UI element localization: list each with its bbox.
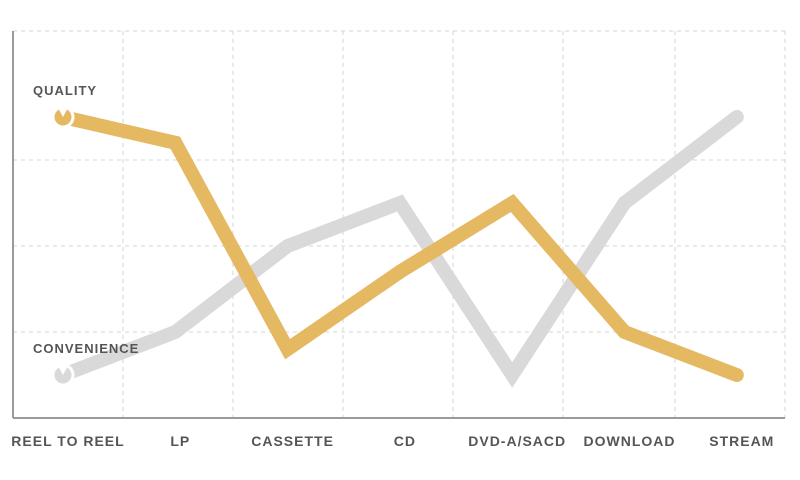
x-tick-label: CD bbox=[394, 433, 416, 449]
grid bbox=[13, 30, 786, 418]
series-line-convenience bbox=[56, 110, 744, 388]
series-lines bbox=[56, 110, 744, 388]
series-label-convenience: CONVENIENCE bbox=[33, 341, 139, 356]
series-labels: CONVENIENCE QUALITY bbox=[33, 83, 139, 356]
series-markers bbox=[51, 105, 75, 387]
x-tick-label: STREAM bbox=[709, 433, 774, 449]
axes bbox=[12, 31, 785, 419]
x-tick-label: CASSETTE bbox=[251, 433, 334, 449]
series-line-quality bbox=[56, 110, 744, 382]
x-tick-label: DOWNLOAD bbox=[584, 433, 676, 449]
series-label-quality: QUALITY bbox=[33, 83, 97, 98]
x-tick-label: LP bbox=[170, 433, 190, 449]
x-tick-labels: REEL TO REEL LP CASSETTE CD DVD-A/SACD DOWNLO… bbox=[11, 433, 774, 449]
series-marker-notch-convenience bbox=[57, 364, 69, 375]
series-marker-notch-quality bbox=[57, 106, 69, 117]
x-tick-label: REEL TO REEL bbox=[11, 433, 124, 449]
x-tick-label: DVD-A/SACD bbox=[468, 433, 566, 449]
